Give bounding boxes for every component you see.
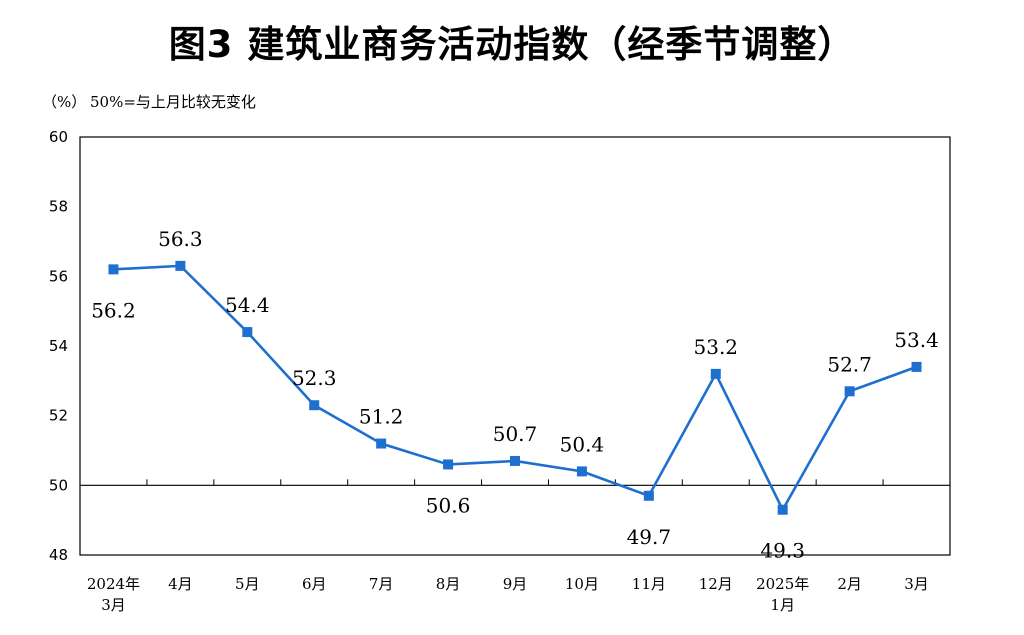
x-axis: 2024年 3月 4月 5月 6月 7月 8月 9月 10月 11月 12月 2025年 1月 2月 3月 bbox=[87, 479, 929, 614]
x-tick-label: 9月 bbox=[503, 575, 528, 593]
x-tick-label: 2024年 bbox=[87, 575, 140, 593]
data-point-marker bbox=[443, 459, 454, 470]
data-label: 50.6 bbox=[426, 493, 471, 517]
x-tick-label: 12月 bbox=[699, 575, 733, 593]
x-tick-label: 5月 bbox=[235, 575, 260, 593]
y-tick-label: 52 bbox=[49, 407, 68, 425]
x-tick-label: 8月 bbox=[436, 575, 461, 593]
plot-area bbox=[79, 136, 951, 556]
data-point-marker bbox=[643, 490, 654, 501]
y-tick-label: 48 bbox=[49, 546, 68, 564]
data-label: 52.3 bbox=[292, 366, 337, 390]
x-tick-label: 7月 bbox=[369, 575, 394, 593]
x-tick-label: 1月 bbox=[770, 596, 795, 614]
x-tick-label: 3月 bbox=[904, 575, 929, 593]
chart-title: 图3 建筑业商务活动指数（经季节调整） bbox=[168, 23, 856, 66]
x-tick-label: 3月 bbox=[101, 596, 126, 614]
x-tick-label: 2025年 bbox=[756, 575, 809, 593]
reference-note: 50%=与上月比较无变化 bbox=[90, 93, 256, 111]
data-point-marker bbox=[777, 504, 788, 515]
x-tick-label: 11月 bbox=[632, 575, 666, 593]
x-tick-label: 10月 bbox=[565, 575, 599, 593]
x-tick-label: 4月 bbox=[168, 575, 193, 593]
data-label: 50.4 bbox=[560, 432, 605, 456]
data-point-marker bbox=[844, 386, 855, 397]
data-point-marker bbox=[175, 260, 186, 271]
data-label: 56.3 bbox=[158, 227, 203, 251]
data-point-marker bbox=[309, 400, 320, 411]
data-label: 56.2 bbox=[91, 298, 136, 322]
y-tick-label: 58 bbox=[49, 198, 68, 216]
data-point-marker bbox=[510, 455, 520, 466]
x-tick-label: 6月 bbox=[302, 575, 327, 593]
data-label: 50.7 bbox=[493, 422, 538, 446]
data-label: 49.7 bbox=[627, 525, 672, 549]
data-point-marker bbox=[108, 264, 119, 275]
y-tick-label: 54 bbox=[49, 337, 68, 355]
y-tick-label: 60 bbox=[49, 128, 68, 146]
data-label: 53.4 bbox=[894, 328, 939, 352]
y-tick-label: 50 bbox=[49, 476, 68, 494]
y-tick-label: 56 bbox=[49, 267, 68, 285]
data-label: 53.2 bbox=[694, 335, 739, 359]
y-axis: 48 50 52 54 56 58 60 bbox=[49, 128, 68, 564]
series-construction-index bbox=[108, 260, 922, 515]
x-tick-label: 2月 bbox=[837, 575, 862, 593]
data-label: 51.2 bbox=[359, 405, 404, 429]
data-label: 52.7 bbox=[827, 352, 872, 376]
data-point-marker bbox=[376, 438, 387, 449]
data-label: 54.4 bbox=[225, 293, 270, 317]
data-label: 49.3 bbox=[760, 539, 805, 563]
data-point-marker bbox=[911, 361, 922, 372]
data-point-marker bbox=[710, 368, 721, 379]
data-labels: 56.2 56.3 54.4 52.3 51.2 50.6 50.7 50.4 49.7 53.2… bbox=[91, 227, 939, 563]
data-point-marker bbox=[576, 466, 587, 477]
data-point-marker bbox=[242, 327, 253, 338]
y-unit-label: （%） bbox=[42, 93, 87, 111]
